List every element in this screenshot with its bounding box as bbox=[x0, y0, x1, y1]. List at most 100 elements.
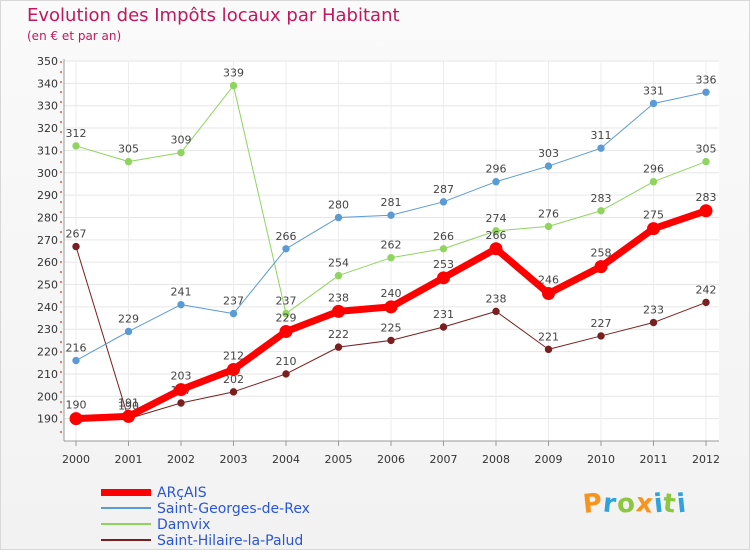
data-label: 231 bbox=[433, 308, 454, 321]
data-point bbox=[489, 242, 503, 256]
data-point bbox=[597, 144, 605, 152]
data-label: 274 bbox=[486, 212, 507, 225]
data-label: 233 bbox=[643, 304, 664, 317]
data-label: 280 bbox=[328, 198, 349, 211]
y-tick-label: 230 bbox=[37, 323, 58, 336]
data-point bbox=[647, 222, 660, 236]
data-label: 191 bbox=[118, 396, 139, 409]
data-label: 283 bbox=[591, 192, 612, 205]
data-label: 262 bbox=[381, 239, 402, 252]
data-label: 229 bbox=[118, 312, 139, 325]
data-point bbox=[544, 345, 553, 354]
data-point bbox=[72, 242, 80, 251]
data-label: 311 bbox=[591, 129, 612, 142]
proxiti-logo: Proxiti bbox=[581, 488, 689, 520]
data-label: 283 bbox=[696, 191, 717, 204]
data-point bbox=[177, 300, 185, 309]
x-tick-label: 2008 bbox=[482, 453, 510, 466]
data-point bbox=[387, 211, 395, 219]
data-point bbox=[597, 332, 605, 340]
data-point bbox=[72, 356, 80, 365]
data-point bbox=[334, 213, 343, 222]
data-point bbox=[334, 271, 343, 280]
x-tick-label: 2002 bbox=[167, 453, 195, 466]
legend-swatch bbox=[101, 523, 151, 525]
y-tick-label: 190 bbox=[37, 413, 58, 426]
data-label: 303 bbox=[538, 147, 559, 160]
y-tick-label: 200 bbox=[37, 390, 58, 403]
y-tick-label: 250 bbox=[37, 279, 58, 292]
legend-label: Saint-Georges-de-Rex bbox=[157, 501, 310, 517]
data-point bbox=[177, 148, 185, 157]
data-label: 237 bbox=[276, 295, 297, 308]
data-point bbox=[229, 388, 238, 396]
data-label: 254 bbox=[328, 257, 349, 270]
data-label: 210 bbox=[276, 355, 297, 368]
data-label: 190 bbox=[66, 399, 87, 412]
data-label: 331 bbox=[643, 84, 664, 97]
data-point bbox=[492, 307, 500, 316]
chart-subtitle: (en € et par an) bbox=[27, 29, 122, 43]
data-point bbox=[122, 409, 135, 423]
data-point bbox=[332, 304, 345, 318]
data-label: 221 bbox=[538, 330, 559, 343]
legend-label: Saint-Hilaire-la-Palud bbox=[157, 533, 304, 549]
data-point bbox=[649, 99, 658, 108]
legend-swatch bbox=[101, 507, 151, 509]
y-tick-label: 350 bbox=[37, 55, 58, 68]
data-point bbox=[282, 370, 290, 378]
x-tick-label: 2004 bbox=[272, 453, 300, 466]
data-point bbox=[227, 362, 240, 376]
x-tick-label: 2003 bbox=[220, 453, 248, 466]
data-label: 276 bbox=[538, 207, 559, 220]
data-label: 266 bbox=[433, 230, 454, 243]
data-label: 267 bbox=[66, 228, 87, 241]
data-point bbox=[229, 309, 238, 318]
data-point bbox=[702, 298, 710, 307]
data-label: 203 bbox=[171, 370, 192, 383]
data-label: 190 bbox=[118, 400, 139, 413]
data-point bbox=[439, 198, 448, 206]
data-point bbox=[72, 142, 80, 150]
data-label: 225 bbox=[381, 321, 402, 334]
data-label: 238 bbox=[328, 291, 349, 304]
legend-label: Damvix bbox=[157, 517, 211, 533]
legend-swatch bbox=[101, 489, 151, 496]
data-label: 258 bbox=[591, 247, 612, 260]
data-point bbox=[124, 327, 133, 336]
x-tick-label: 2006 bbox=[377, 453, 405, 466]
data-point bbox=[649, 318, 658, 327]
y-tick-label: 320 bbox=[37, 122, 58, 135]
y-tick-label: 290 bbox=[37, 189, 58, 202]
data-label: 246 bbox=[538, 273, 559, 286]
y-tick-label: 270 bbox=[37, 234, 58, 247]
data-label: 287 bbox=[433, 183, 454, 196]
x-tick-label: 2011 bbox=[640, 453, 668, 466]
data-point bbox=[544, 222, 553, 231]
data-label: 240 bbox=[381, 287, 402, 300]
data-point bbox=[544, 162, 553, 170]
data-point bbox=[282, 245, 290, 253]
x-tick-label: 2010 bbox=[587, 453, 615, 466]
data-point bbox=[649, 178, 658, 186]
data-point bbox=[279, 324, 293, 338]
x-tick-label: 2005 bbox=[325, 453, 353, 466]
data-label: 253 bbox=[433, 258, 454, 271]
data-label: 266 bbox=[276, 230, 297, 243]
data-label: 242 bbox=[696, 283, 717, 296]
data-label: 275 bbox=[643, 209, 664, 222]
y-tick-label: 340 bbox=[37, 77, 58, 90]
data-label: 227 bbox=[591, 317, 612, 330]
y-tick-label: 280 bbox=[37, 211, 58, 224]
data-label: 296 bbox=[486, 163, 507, 176]
y-tick-label: 300 bbox=[37, 167, 58, 180]
y-tick-label: 220 bbox=[37, 346, 58, 359]
data-label: 309 bbox=[171, 134, 192, 147]
data-point bbox=[439, 245, 448, 253]
data-label: 305 bbox=[118, 143, 139, 156]
data-point bbox=[229, 81, 238, 90]
data-point bbox=[124, 157, 133, 166]
data-point bbox=[384, 300, 398, 314]
x-tick-label: 2007 bbox=[430, 453, 458, 466]
data-label: 216 bbox=[66, 342, 87, 355]
